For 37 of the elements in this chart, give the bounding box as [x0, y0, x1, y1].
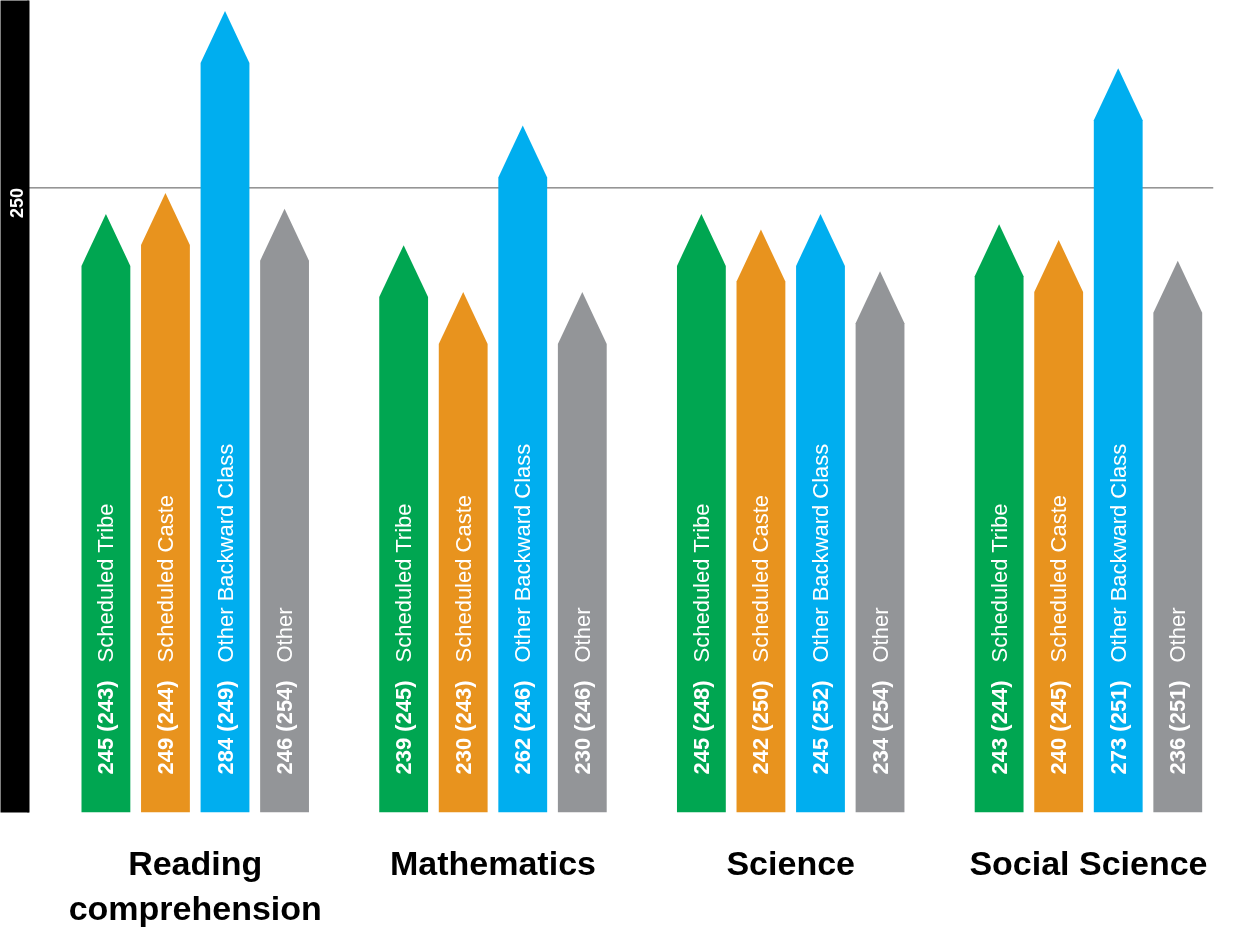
text: Other Backward Class	[1105, 443, 1131, 663]
data-label: 262 (246)	[510, 680, 536, 775]
data-label: 245 (248)	[688, 680, 714, 775]
series-label: Other	[569, 607, 595, 663]
data-label: 245 (243)	[93, 680, 119, 775]
x-tick-label: Social Science	[969, 843, 1208, 882]
data-label: 273 (251)	[1105, 680, 1131, 775]
text: Scheduled Caste	[152, 494, 178, 663]
series-label: Other Backward Class	[510, 443, 536, 663]
text: Scheduled Caste	[450, 494, 476, 663]
data-label: 234 (254)	[867, 680, 893, 775]
text: Scheduled Caste	[748, 494, 774, 663]
data-label: 242 (250)	[748, 680, 774, 775]
series-label: Scheduled Tribe	[391, 503, 417, 663]
text: Other	[867, 607, 893, 663]
data-label: 246 (254)	[272, 680, 298, 775]
data-label: 245 (252)	[807, 680, 833, 775]
text: Scheduled Tribe	[93, 503, 119, 663]
series-label: Scheduled Caste	[1046, 494, 1072, 663]
data-label: 230 (246)	[569, 680, 595, 775]
text: Other Backward Class	[212, 443, 238, 663]
x-tick-label: Science	[726, 843, 855, 882]
x-tick-label: Mathematics	[389, 843, 596, 882]
data-label: 243 (244)	[986, 680, 1012, 775]
data-label: 239 (245)	[391, 680, 417, 775]
text: Other Backward Class	[807, 443, 833, 663]
data-label: 284 (249)	[212, 680, 238, 775]
data-label: 249 (244)	[152, 680, 178, 775]
text: Scheduled Tribe	[986, 503, 1012, 663]
text: Scheduled Tribe	[688, 503, 714, 663]
x-tick-label: Reading comprehension	[68, 843, 322, 928]
data-label: 230 (243)	[450, 680, 476, 775]
text: Other	[1165, 607, 1191, 663]
text: Other	[272, 607, 298, 663]
data-label: 240 (245)	[1046, 680, 1072, 775]
data-label: 236 (251)	[1165, 680, 1191, 775]
ref-line-label: 250	[7, 187, 27, 218]
